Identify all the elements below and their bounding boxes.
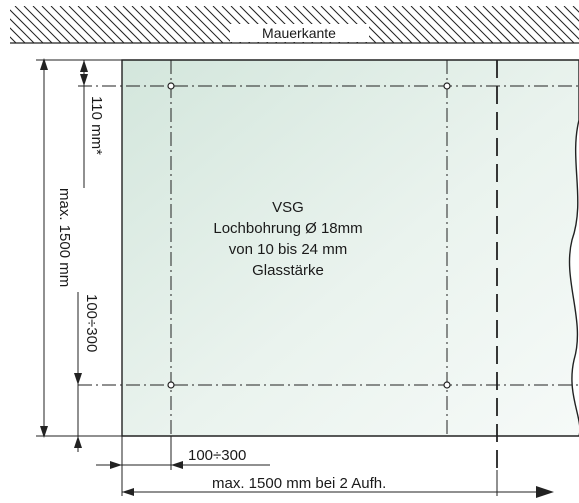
hatch-stroke [518,6,557,43]
glass-text-line-1: VSG [272,199,304,216]
hatch-stroke [464,6,503,43]
hatch-stroke [356,6,395,43]
hatch-stroke [10,36,17,43]
hatch-stroke [446,6,485,43]
hatch-stroke [473,6,512,43]
hatch-stroke [77,6,116,43]
bottom-range-arrow-left [110,461,122,469]
max-width-label: max. 1500 mm bei 2 Aufh. [212,475,386,492]
glass-text-line-4: Glasstärke [252,262,324,279]
max-height-label: max. 1500 mm [56,188,73,287]
hatch-stroke [59,6,98,43]
wall-label-background [230,24,369,42]
hatch-stroke [140,6,179,43]
hatch-stroke [149,6,188,43]
width-arrow-right [536,486,554,498]
hatch-stroke [392,6,431,43]
drill-hole-top-right [443,82,451,90]
hatch-stroke [509,6,548,43]
bottom-range-arrow-right [171,461,183,469]
hatch-stroke [545,6,579,40]
hatch-stroke [122,6,161,43]
hatch-stroke [23,6,62,43]
hatch-stroke [410,6,449,43]
hatch-stroke [554,6,579,31]
hatch-stroke [14,6,53,43]
drill-hole-bottom-left [167,381,175,389]
hatch-stroke [10,9,44,43]
hatch-stroke [365,6,404,43]
hatch-stroke [455,6,494,43]
hatch-stroke [176,6,215,43]
hatch-stroke [185,6,224,43]
hatch-stroke [536,6,575,43]
top-offset-arrow-bottom [80,74,88,86]
width-arrow-left [122,488,134,496]
left-range-arrow-bottom [74,436,82,448]
glass-text-line-2: Lochbohrung Ø 18mm [213,220,362,237]
left-range-arrow-top [74,373,82,385]
hatch-stroke [167,6,206,43]
hatch-stroke [500,6,539,43]
drill-hole-bottom-right [443,381,451,389]
hatch-stroke [0,6,7,43]
hatch-stroke [401,6,440,43]
hatch-stroke [113,6,152,43]
drill-hole-top-left [167,82,175,90]
hatch-stroke [419,6,458,43]
top-offset-label: 110 mm* [88,96,105,155]
hatch-stroke [383,6,422,43]
hatch-stroke [68,6,107,43]
top-offset-arrow-top [80,60,88,72]
hatch-stroke [50,6,89,43]
hatch-stroke [95,6,134,43]
glass-panel [121,59,579,437]
hatch-stroke [10,27,26,43]
hatch-stroke [10,18,35,43]
hatch-stroke [104,6,143,43]
bottom-range-label: 100÷300 [188,447,246,464]
hatch-stroke [491,6,530,43]
wall-label: Mauerkante [262,25,336,41]
hatch-stroke [527,6,566,43]
hatch-stroke [437,6,476,43]
glass-text-line-3: von 10 bis 24 mm [229,241,347,258]
hatch-stroke [194,6,233,43]
hatch-stroke [374,6,413,43]
height-arrow-bottom [40,426,48,438]
hatch-stroke [482,6,521,43]
hatch-stroke [428,6,467,43]
height-arrow-top [40,58,48,70]
hatch-stroke [41,6,80,43]
left-range-label: 100÷300 [83,294,100,352]
hatch-stroke [158,6,197,43]
hatch-stroke [32,6,71,43]
hatch-stroke [86,6,125,43]
hatch-stroke [563,6,579,22]
hatch-stroke [131,6,170,43]
